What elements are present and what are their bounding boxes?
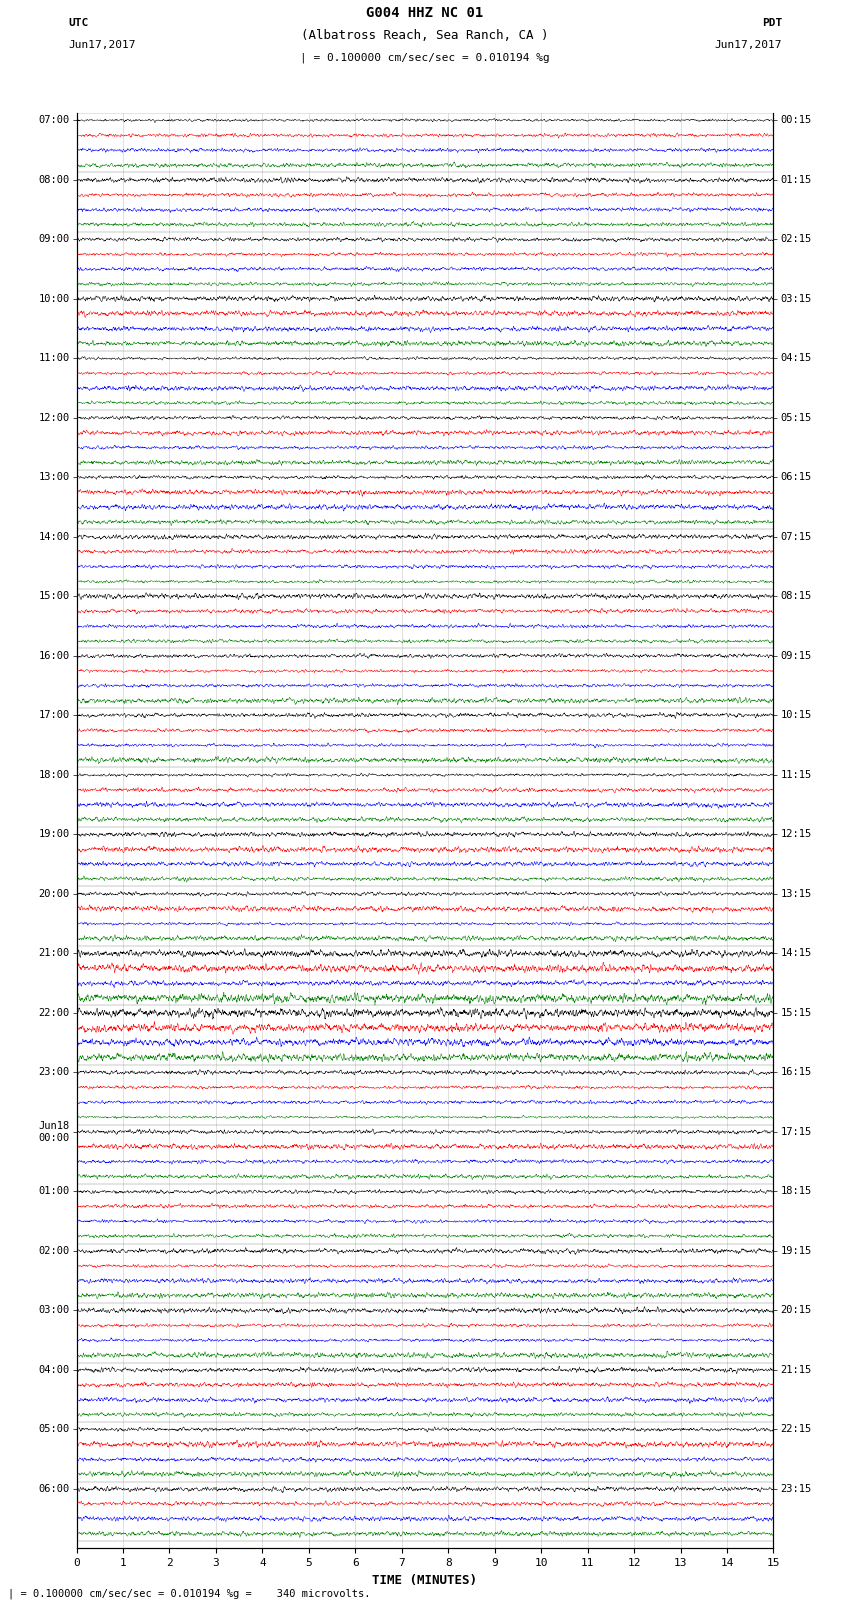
Text: | = 0.100000 cm/sec/sec = 0.010194 %g: | = 0.100000 cm/sec/sec = 0.010194 %g [300,53,550,63]
X-axis label: TIME (MINUTES): TIME (MINUTES) [372,1574,478,1587]
Text: (Albatross Reach, Sea Ranch, CA ): (Albatross Reach, Sea Ranch, CA ) [301,29,549,42]
Text: Jun17,2017: Jun17,2017 [715,40,782,50]
Text: Jun17,2017: Jun17,2017 [68,40,135,50]
Text: G004 HHZ NC 01: G004 HHZ NC 01 [366,6,484,19]
Text: PDT: PDT [762,18,782,27]
Text: UTC: UTC [68,18,88,27]
Text: | = 0.100000 cm/sec/sec = 0.010194 %g =    340 microvolts.: | = 0.100000 cm/sec/sec = 0.010194 %g = … [8,1589,371,1598]
